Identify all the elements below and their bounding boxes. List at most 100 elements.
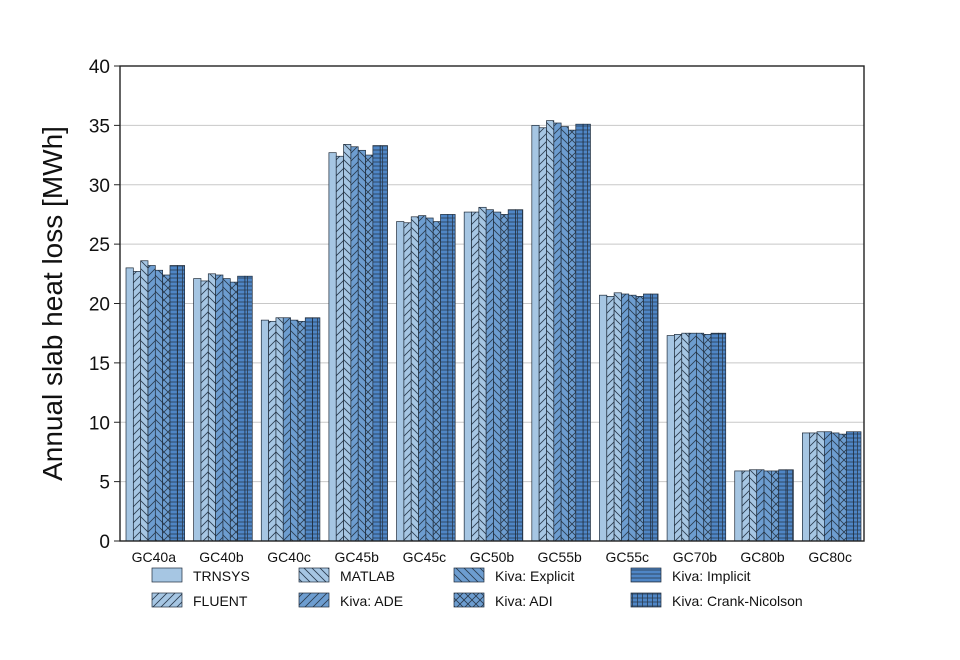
legend-label: Kiva: Crank-Nicolson [672, 593, 803, 609]
legend-label: Kiva: ADE [340, 593, 403, 609]
bar-kiva-explicit-gc70b [696, 332, 705, 542]
bar-kiva-adi-gc50b [500, 214, 509, 542]
legend-label: Kiva: Implicit [672, 568, 751, 584]
bar-kiva-explicit-gc50b [493, 211, 502, 542]
bar-fluent-gc70b [674, 334, 683, 542]
bar-kiva-ade-gc40b [215, 274, 224, 542]
bar-kiva-ade-gc80c [824, 431, 833, 542]
bar-matlab-gc50b [478, 206, 487, 542]
bar-kiva-crank-nicolson-gc70b [718, 332, 727, 542]
bar-kiva-explicit-gc80b [763, 470, 772, 542]
legend-item: Kiva: Crank-Nicolson [630, 592, 803, 609]
y-tick-label: 35 [89, 116, 110, 137]
y-tick-label: 10 [89, 413, 110, 434]
bar-kiva-explicit-gc55b [560, 126, 569, 542]
bar-kiva-implicit-gc70b [710, 332, 719, 542]
bar-kiva-crank-nicolson-gc40a [176, 265, 185, 542]
bar-kiva-implicit-gc45c [440, 214, 449, 542]
bar-trnsys-gc40c [260, 319, 269, 542]
legend-label: TRNSYS [193, 568, 250, 584]
bar-kiva-crank-nicolson-gc40b [244, 275, 253, 542]
bar-kiva-explicit-gc40a [154, 269, 163, 542]
bar-fluent-gc55c [606, 296, 615, 542]
bar-trnsys-gc45b [328, 152, 337, 542]
x-tick-label: GC80c [808, 549, 852, 565]
x-tick-label: GC80b [740, 549, 785, 565]
bar-fluent-gc45c [403, 222, 412, 542]
bar-kiva-implicit-gc80b [778, 469, 787, 542]
x-tick-label: GC55c [605, 549, 649, 565]
bar-matlab-gc55b [546, 120, 555, 542]
bar-trnsys-gc40b [193, 278, 202, 542]
bar-kiva-implicit-gc50b [507, 209, 516, 542]
bar-trnsys-gc55b [531, 125, 540, 542]
bar-kiva-ade-gc40a [147, 265, 156, 542]
y-tick-label: 15 [89, 354, 110, 375]
legend-swatch [630, 592, 662, 608]
legend-label: Kiva: Explicit [495, 568, 574, 584]
x-tick-label: GC45c [403, 549, 447, 565]
x-tick-label: GC50b [470, 549, 515, 565]
legend-label: FLUENT [193, 593, 248, 609]
bar-kiva-adi-gc45b [365, 154, 374, 542]
legend-item: MATLAB [298, 567, 395, 584]
legend-item: TRNSYS [151, 567, 250, 584]
bar-kiva-implicit-gc40a [169, 265, 178, 542]
legend-item: Kiva: Implicit [630, 567, 751, 584]
bar-kiva-ade-gc45c [418, 215, 427, 542]
bar-kiva-explicit-gc40b [222, 278, 231, 542]
y-tick-label: 5 [99, 473, 110, 494]
legend-label: MATLAB [340, 568, 395, 584]
bar-kiva-adi-gc40b [229, 281, 238, 542]
bar-kiva-ade-gc55b [553, 122, 562, 542]
bar-trnsys-gc50b [463, 211, 472, 542]
bar-kiva-explicit-gc40c [290, 319, 299, 542]
x-tick-label: GC45b [335, 549, 380, 565]
bars [125, 120, 862, 542]
bar-kiva-crank-nicolson-gc45c [447, 214, 456, 542]
bar-matlab-gc40a [140, 260, 149, 542]
bar-kiva-adi-gc80c [838, 433, 847, 542]
bar-kiva-adi-gc70b [703, 334, 712, 542]
x-tick-label: GC40b [199, 549, 244, 565]
x-axis-ticks: GC40a GC40b GC40c GC45b GC45c GC50b GC55b GC55c… [132, 549, 852, 565]
x-tick-label: GC40c [267, 549, 311, 565]
bar-kiva-crank-nicolson-gc80c [853, 431, 862, 542]
bar-trnsys-gc80b [734, 470, 743, 542]
bar-kiva-adi-gc40a [162, 274, 171, 542]
legend-item: Kiva: ADI [453, 592, 553, 609]
bar-matlab-gc55c [613, 292, 622, 542]
bar-kiva-explicit-gc55c [628, 294, 637, 542]
bar-kiva-implicit-gc55b [575, 123, 584, 542]
legend-swatch [151, 592, 183, 608]
bar-fluent-gc50b [471, 211, 480, 542]
bar-fluent-gc80b [741, 470, 750, 542]
bar-kiva-implicit-gc45b [372, 145, 381, 542]
legend-label: Kiva: ADI [495, 593, 553, 609]
bar-fluent-gc55b [538, 127, 547, 542]
legend-swatch [151, 567, 183, 583]
bar-kiva-ade-gc55c [621, 293, 630, 542]
bar-kiva-ade-gc80b [756, 469, 765, 542]
legend-item: Kiva: Explicit [453, 567, 574, 584]
bar-trnsys-gc55c [599, 294, 608, 542]
legend-swatch [453, 592, 485, 608]
bar-trnsys-gc80c [802, 432, 811, 542]
bar-matlab-gc40c [275, 317, 284, 542]
legend-swatch [453, 567, 485, 583]
legend-swatch [298, 567, 330, 583]
x-tick-label: GC70b [673, 549, 718, 565]
y-tick-label: 25 [89, 235, 110, 256]
bar-matlab-gc40b [207, 273, 216, 542]
y-tick-label: 0 [99, 532, 110, 553]
bar-trnsys-gc45c [396, 221, 405, 542]
bar-kiva-ade-gc45b [350, 146, 359, 542]
bar-kiva-crank-nicolson-gc55c [650, 293, 659, 542]
bar-kiva-adi-gc40c [297, 320, 306, 542]
y-tick-label: 30 [89, 176, 110, 197]
bar-kiva-implicit-gc40b [237, 275, 246, 542]
legend-item: Kiva: ADE [298, 592, 403, 609]
bar-fluent-gc80c [809, 432, 818, 542]
